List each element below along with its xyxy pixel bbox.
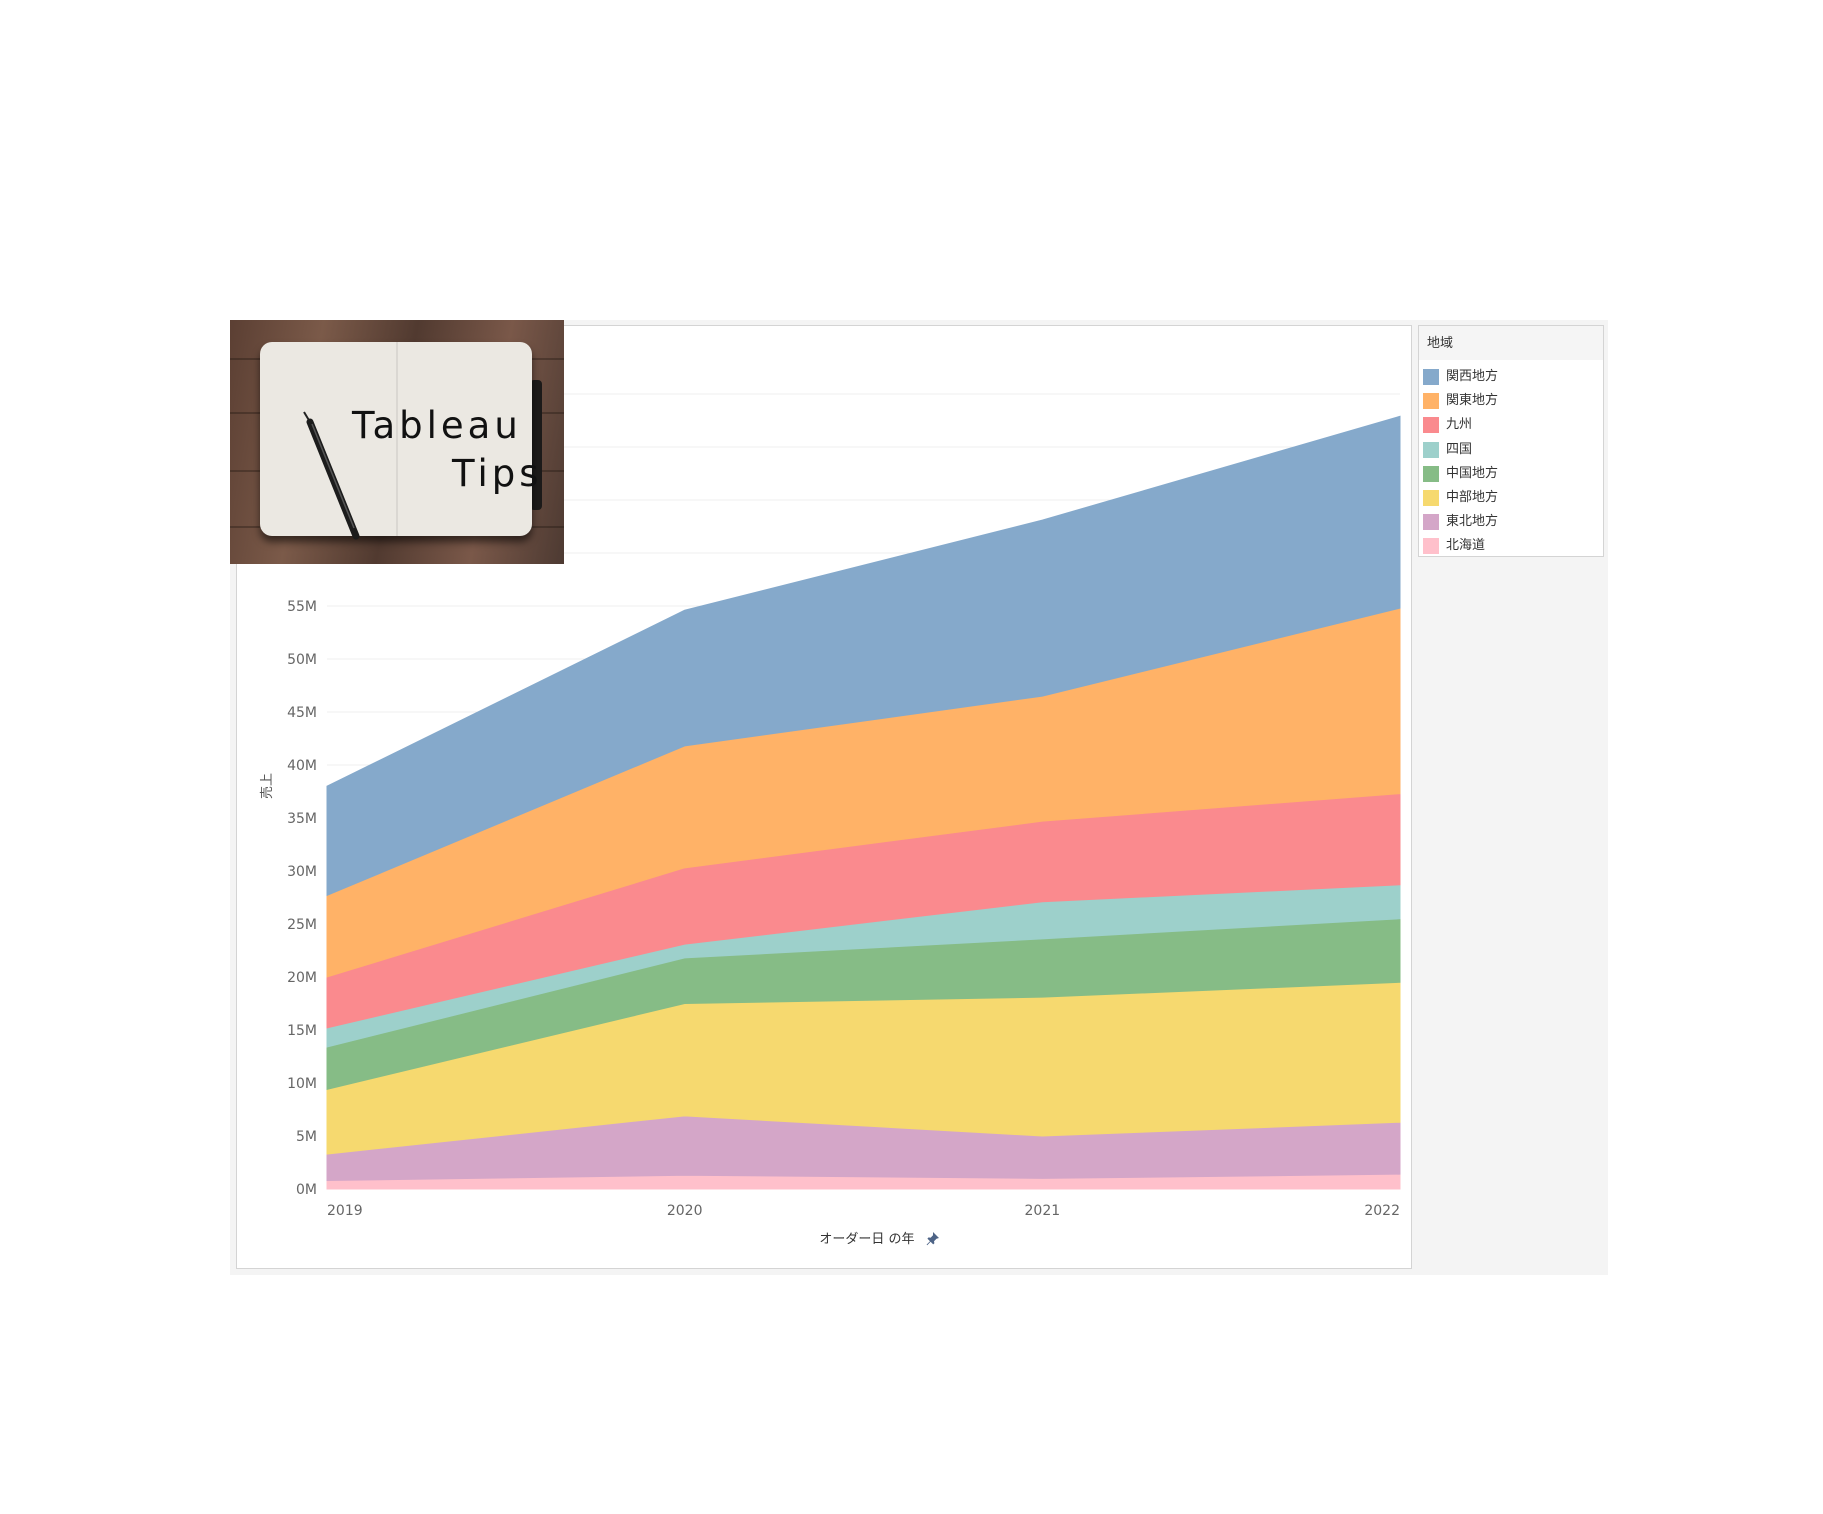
legend-label: 北海道 <box>1446 538 1486 554</box>
x-tick-label: 2021 <box>1025 1203 1061 1219</box>
area-series-7[interactable] <box>326 415 1401 897</box>
notebook-illustration: Tableau Tips <box>260 342 539 540</box>
legend-item[interactable]: 中国地方 <box>1423 463 1599 485</box>
y-tick-label: 20M <box>287 970 317 986</box>
tableau-tips-logo: Tableau Tips <box>230 320 564 564</box>
legend-swatch <box>1423 465 1439 482</box>
legend-swatch <box>1423 369 1439 385</box>
pin-icon[interactable] <box>926 1232 939 1246</box>
y-axis-ticks: 0M 5M 10M 15M 20M 25M 30M 35M 40M 45M 50M 55M <box>287 599 317 1198</box>
y-tick-label: 10M <box>287 1076 317 1092</box>
y-tick-label: 25M <box>287 917 317 933</box>
y-tick-label: 15M <box>287 1023 317 1039</box>
legend-item[interactable]: 四国 <box>1423 439 1599 461</box>
x-axis-ticks: 2019 2020 2021 2022 <box>327 1203 1400 1219</box>
y-tick-label: 55M <box>287 599 317 615</box>
y-tick-label: 5M <box>296 1129 317 1145</box>
legend-item[interactable]: 関西地方 <box>1423 366 1599 388</box>
y-tick-label: 40M <box>287 758 317 774</box>
y-tick-label: 35M <box>287 811 317 827</box>
legend-title: 地域 <box>1419 326 1603 360</box>
pen-icon <box>303 411 360 540</box>
y-tick-label: 30M <box>287 864 317 880</box>
legend-item[interactable]: 中部地方 <box>1423 487 1599 509</box>
notebook-strap <box>530 380 542 510</box>
y-tick-label: 50M <box>287 652 317 668</box>
legend-swatch <box>1423 441 1439 458</box>
x-tick-label: 2019 <box>327 1203 363 1219</box>
legend-swatch <box>1423 490 1439 506</box>
legend-swatch <box>1423 538 1439 555</box>
legend-swatch <box>1423 417 1439 434</box>
legend-label: 関東地方 <box>1446 393 1499 409</box>
legend-swatch <box>1423 393 1439 410</box>
y-tick-label: 45M <box>287 705 317 721</box>
legend-label: 四国 <box>1446 441 1473 457</box>
legend-label: 関西地方 <box>1446 369 1499 384</box>
x-axis-title[interactable]: オーダー日 の年 <box>819 1232 914 1247</box>
legend-label: 中部地方 <box>1446 490 1499 505</box>
logo-text-line1: Tableau <box>352 404 522 447</box>
legend-swatch <box>1423 514 1439 531</box>
y-tick-label: 0M <box>296 1182 317 1198</box>
legend-label: 九州 <box>1446 417 1473 433</box>
logo-text-line2: Tips <box>452 452 543 495</box>
legend-item[interactable]: 北海道 <box>1423 535 1599 557</box>
x-tick-label: 2020 <box>667 1203 703 1219</box>
legend-item[interactable]: 東北地方 <box>1423 511 1599 533</box>
legend-panel: 地域 関西地方関東地方九州四国中国地方中部地方東北地方北海道 <box>1418 325 1604 557</box>
x-tick-label: 2022 <box>1364 1203 1400 1219</box>
y-axis-title[interactable]: 売上 <box>259 773 275 799</box>
legend-item[interactable]: 関東地方 <box>1423 390 1599 412</box>
legend-label: 中国地方 <box>1446 465 1499 481</box>
legend-label: 東北地方 <box>1446 514 1499 530</box>
legend-item[interactable]: 九州 <box>1423 414 1599 436</box>
area-series <box>326 415 1401 1190</box>
